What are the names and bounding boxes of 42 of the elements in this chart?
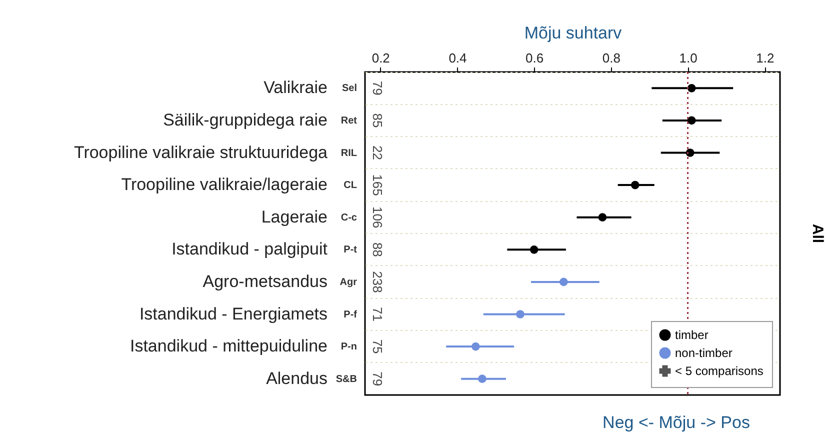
annotation: 85: [370, 113, 385, 128]
text: C-c: [340, 212, 358, 224]
x-tick-label: 0.6: [526, 50, 544, 66]
y-tick-label: Istandikud - mittepuiduline: [130, 336, 328, 356]
text: Ret: [340, 115, 358, 126]
legend-label: < 5 comparisons: [675, 364, 764, 378]
y-tick-label: Valikraie: [264, 78, 328, 98]
y-tick-label: Lageraie: [261, 207, 328, 226]
y-tick-label: Troopiline valikraie/lageraie: [121, 175, 328, 194]
annotation: 238: [370, 271, 385, 293]
annotation: 79: [370, 80, 385, 96]
legend-label: timber: [675, 328, 708, 342]
text: P-n: [340, 342, 357, 353]
text: P-t: [344, 244, 358, 256]
y-tick-label: Istandikud - palgipuit: [172, 240, 328, 259]
text: Agr: [340, 276, 358, 288]
legend-label: non-timber: [675, 346, 732, 360]
annotation: 88: [370, 242, 385, 257]
text: Neg <- Mõju -> Pos: [602, 413, 750, 432]
x-tick-label: 1.2: [756, 50, 774, 66]
annotation: 22: [370, 146, 385, 160]
annotation: 165: [370, 174, 385, 196]
x-tick-label: 0.2: [372, 50, 390, 66]
x-tick-label: 0.8: [602, 50, 620, 66]
text: P-f: [344, 309, 358, 320]
text: S&B: [336, 374, 357, 385]
y-tick-label: Säilik-gruppidega raie: [163, 110, 328, 130]
x-tick-label: 0.4: [448, 50, 467, 66]
y-tick-label: Troopiline valikraie struktuuridega: [74, 142, 328, 162]
y-tick-label: Alendus: [266, 368, 328, 388]
y-tick-label: Istandikud - Energiamets: [139, 304, 328, 324]
annotation: 71: [370, 307, 385, 322]
text: Sel: [342, 83, 358, 94]
annotation: 106: [370, 206, 385, 228]
annotation: 75: [370, 339, 385, 354]
y-tick-label: Agro-metsandus: [202, 272, 328, 291]
text: CL: [344, 180, 357, 192]
x-tick-label: 1.0: [679, 50, 698, 66]
text: RIL: [340, 148, 357, 159]
text: All: [809, 224, 825, 244]
x-axis-title: Mõju suhtarv: [524, 24, 622, 42]
annotation: 79: [370, 372, 385, 386]
